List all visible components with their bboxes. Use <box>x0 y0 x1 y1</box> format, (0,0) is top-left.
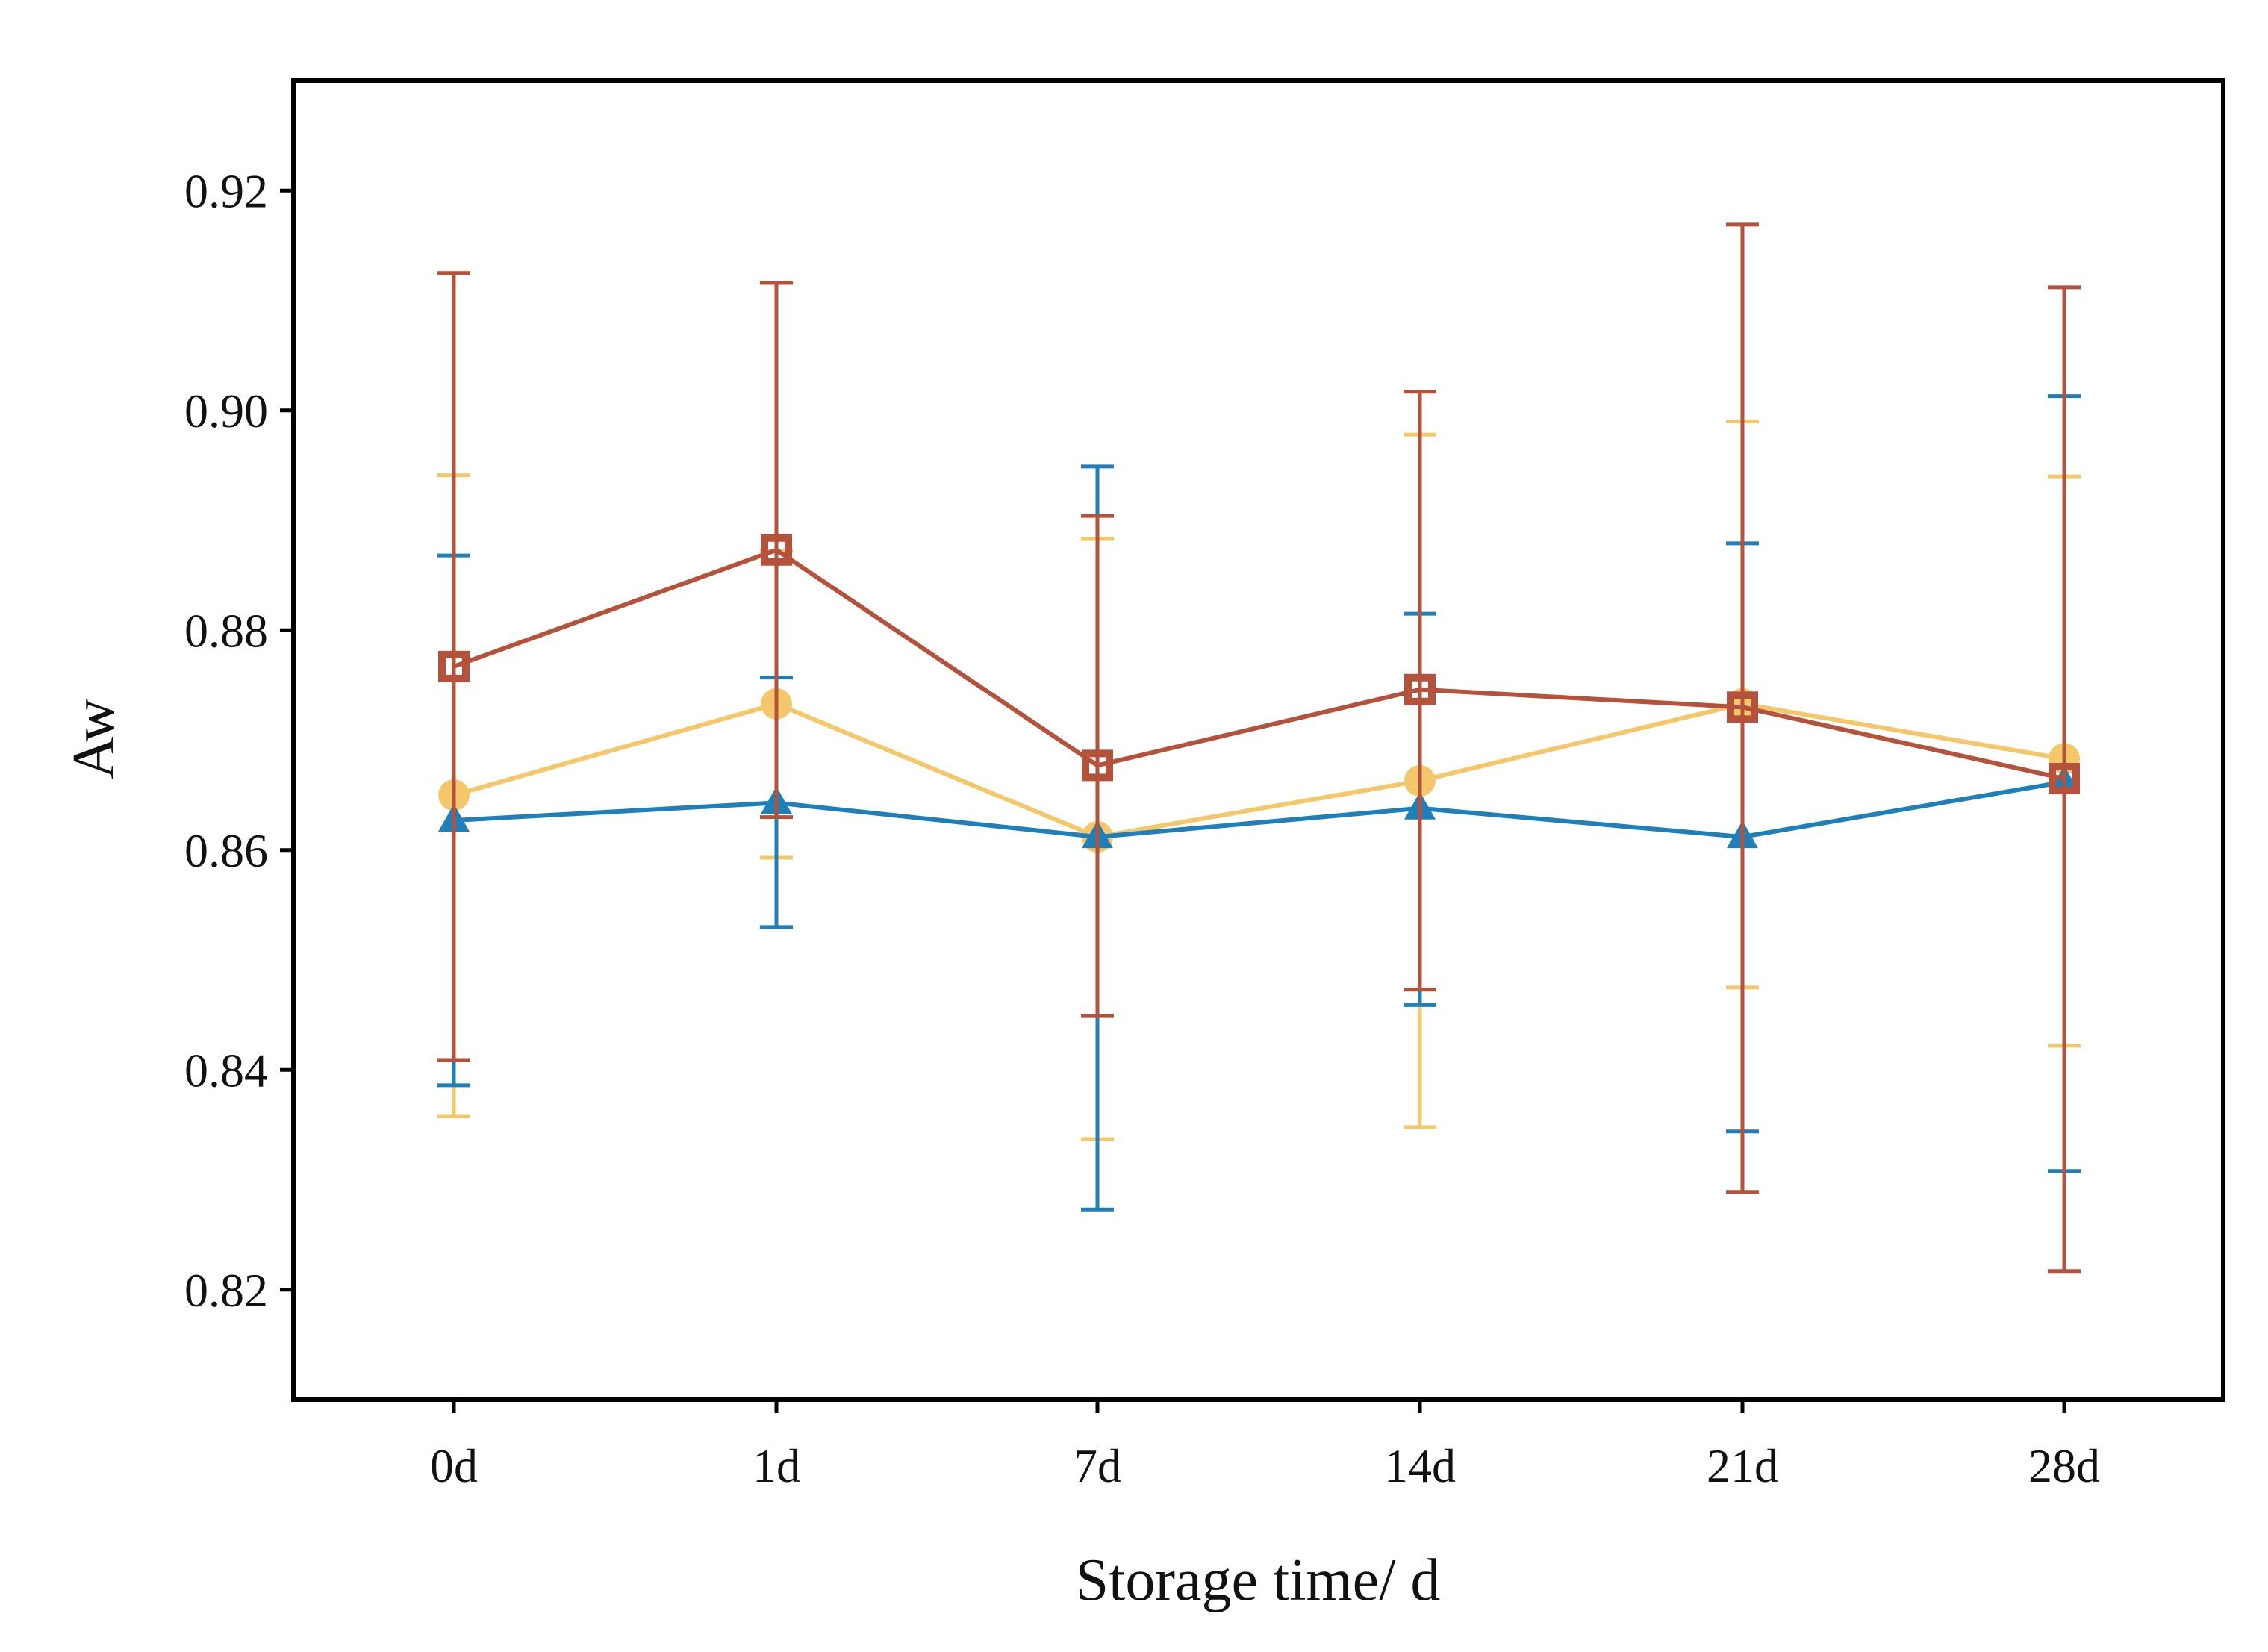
y-tick-label: 0.88 <box>184 604 268 657</box>
y-tick-label: 0.92 <box>184 164 268 217</box>
series-layer <box>437 222 2081 1274</box>
data-point <box>1727 691 1758 723</box>
series-square <box>437 222 2081 1274</box>
x-tick-label: 0d <box>430 1439 478 1492</box>
y-tick-label: 0.82 <box>184 1264 268 1317</box>
x-tick-label: 1d <box>753 1439 800 1492</box>
x-tick-label: 14d <box>1384 1439 1456 1492</box>
x-axis-title: Storage time/ d <box>1076 1547 1441 1613</box>
axis-layer: 0.82 0.84 0.86 0.88 0.90 0.92 0d 1d 7d 14d 21d 28d <box>184 164 2100 1492</box>
x-tick-label: 7d <box>1074 1439 1121 1492</box>
y-tick-label: 0.90 <box>184 384 268 437</box>
data-point <box>438 650 470 682</box>
y-axis-title: Aw <box>61 699 127 779</box>
series-line <box>453 701 2065 840</box>
plot-frame <box>291 78 2225 1402</box>
series-line <box>453 779 2065 840</box>
y-tick-label: 0.84 <box>184 1044 268 1097</box>
x-tick-label: 21d <box>1707 1439 1778 1492</box>
data-point <box>761 534 792 566</box>
series-line <box>452 547 2065 781</box>
x-tick-label: 28d <box>2028 1439 2100 1492</box>
data-point <box>1404 673 1436 705</box>
data-point <box>1082 749 1113 782</box>
data-point <box>2049 763 2080 795</box>
y-tick-label: 0.86 <box>184 824 268 877</box>
